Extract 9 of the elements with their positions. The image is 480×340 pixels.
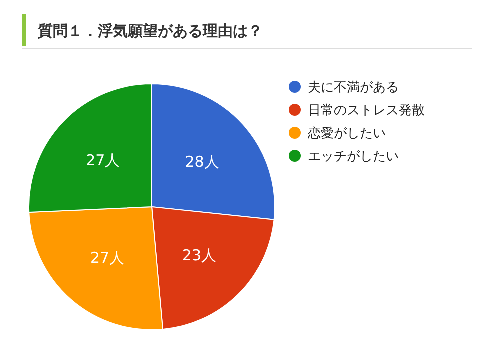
chart-title: 質問１．浮気願望がある理由は？ (37, 22, 263, 40)
legend-label: 日常のストレス発散 (308, 104, 425, 119)
data-label: 27人 (90, 249, 125, 268)
data-label: 27人 (86, 152, 120, 170)
legend-label: エッチがしたい (308, 150, 399, 165)
legend-label: 夫に不満がある (308, 80, 399, 96)
legend-label: 恋愛がしたい (307, 126, 386, 142)
data-label: 28人 (185, 152, 220, 171)
data-label: 23人 (182, 246, 217, 264)
